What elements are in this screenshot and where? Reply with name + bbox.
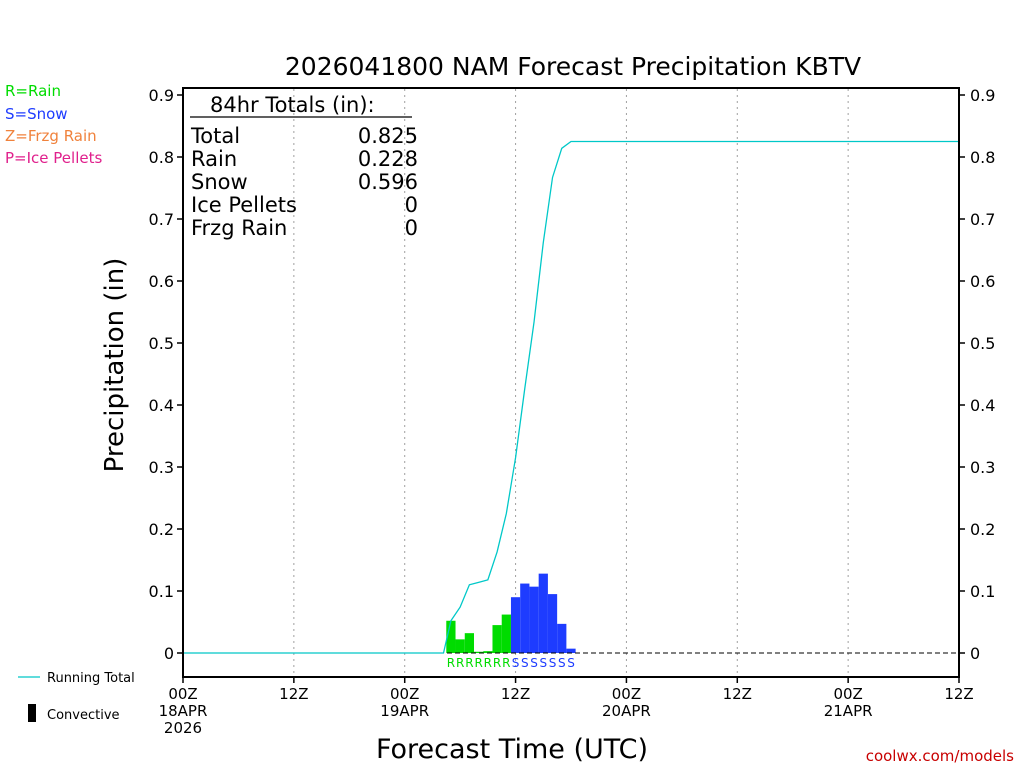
totals-row-value: 0.228 [358, 147, 418, 171]
precip-bar [483, 651, 493, 653]
legend-frzg-rain: Z=Frzg Rain [5, 127, 97, 145]
x-tick-label: 2026 [164, 719, 202, 737]
ptype-letter: R [484, 656, 492, 670]
y-tick-label-right: 0.1 [970, 582, 995, 601]
x-tick-label: 12Z [279, 685, 308, 703]
precip-bar [474, 651, 484, 653]
totals-row-value: 0.596 [358, 170, 418, 194]
y-tick-label-right: 0.8 [970, 148, 995, 167]
y-tick-label-right: 0.3 [970, 458, 995, 477]
y-tick-label-left: 0.8 [149, 148, 174, 167]
legend-rain: R=Rain [5, 82, 61, 100]
convective-legend-swatch [28, 704, 36, 722]
grid-lines [293, 89, 849, 676]
ptype-letter: R [447, 656, 455, 670]
y-tick-label-right: 0.2 [970, 520, 995, 539]
x-tick-label: 12Z [501, 685, 530, 703]
plot-frame [182, 87, 960, 678]
x-tick-label: 12Z [944, 685, 973, 703]
precip-bar [557, 623, 567, 653]
ptype-letter: S [530, 656, 538, 670]
ptype-letter: R [502, 656, 510, 670]
precip-bar [501, 614, 511, 653]
y-tick-label-left: 0.3 [149, 458, 174, 477]
y-tick-label-left: 0.4 [149, 396, 174, 415]
ptype-letter: R [493, 656, 501, 670]
y-tick-label-left: 0.5 [149, 334, 174, 353]
ptype-letter: R [474, 656, 482, 670]
precip-bar [566, 648, 576, 653]
legend-snow: S=Snow [5, 105, 68, 123]
precip-bar [529, 586, 539, 653]
precip-bar [547, 594, 558, 653]
precip-bar [446, 620, 456, 653]
totals-heading: 84hr Totals (in): [210, 93, 375, 117]
y-axis-ticks: 0 00.1 0.10.2 0.20.3 0.30.4 0.40.5 0.50.6 0.60.… [149, 86, 996, 663]
precip-bar [464, 633, 474, 653]
y-tick-label-right: 0.9 [970, 86, 995, 105]
credit-text: coolwx.com/models [866, 747, 1014, 765]
y-tick-label-left: 0.2 [149, 520, 174, 539]
x-tick-label: 19APR [380, 702, 429, 720]
y-tick-label-right: 0.7 [970, 210, 995, 229]
precip-bars [446, 573, 576, 653]
ptype-letter: S [539, 656, 547, 670]
totals-box: 84hr Totals (in): Total 0.825 Rain 0.228 Sno… [190, 93, 418, 240]
legend-running-total: Running Total [47, 671, 135, 686]
totals-row-value: 0 [405, 193, 418, 217]
y-tick-label-left: 0.7 [149, 210, 174, 229]
y-tick-label-left: 0.1 [149, 582, 174, 601]
y-tick-label-right: 0.5 [970, 334, 995, 353]
totals-row-label: Ice Pellets [191, 193, 297, 217]
totals-row-value: 0 [405, 216, 418, 240]
totals-row-label: Rain [191, 147, 237, 171]
precip-bar [510, 597, 521, 653]
totals-row-label: Snow [191, 170, 248, 194]
precip-bar [492, 625, 502, 653]
ptype-letter: S [521, 656, 529, 670]
x-tick-label: 18APR [159, 702, 208, 720]
totals-row-label: Total [190, 124, 240, 148]
ptype-letter: R [456, 656, 464, 670]
totals-row-label: Frzg Rain [191, 216, 287, 240]
precip-bar [520, 583, 530, 653]
ptype-letter: S [567, 656, 575, 670]
running-total-line [183, 140, 959, 654]
precip-bar [455, 639, 465, 653]
ptype-letter: S [558, 656, 566, 670]
y-tick-label-left: 0.6 [149, 272, 174, 291]
ptype-letter: R [465, 656, 473, 670]
totals-row-value: 0.825 [358, 124, 418, 148]
x-tick-label: 00Z [612, 685, 641, 703]
x-tick-label: 00Z [833, 685, 862, 703]
chart-title: 2026041800 NAM Forecast Precipitation KB… [285, 52, 861, 81]
x-tick-label: 00Z [390, 685, 419, 703]
y-axis-label: Precipitation (in) [100, 258, 130, 473]
x-tick-label: 00Z [168, 685, 197, 703]
y-tick-label-left: 0 [164, 644, 174, 663]
x-tick-label: 12Z [723, 685, 752, 703]
y-tick-label-right: 0 [970, 644, 980, 663]
legend-convective: Convective [47, 708, 120, 723]
ptype-letter: S [549, 656, 557, 670]
precip-bar [538, 573, 548, 653]
legend-ice-pellets: P=Ice Pellets [5, 149, 102, 167]
x-axis-label: Forecast Time (UTC) [376, 734, 648, 765]
y-tick-label-left: 0.9 [149, 86, 174, 105]
x-tick-label: 20APR [602, 702, 651, 720]
y-tick-label-right: 0.4 [970, 396, 995, 415]
y-tick-label-right: 0.6 [970, 272, 995, 291]
ptype-letter: S [512, 656, 520, 670]
x-tick-label: 21APR [824, 702, 873, 720]
